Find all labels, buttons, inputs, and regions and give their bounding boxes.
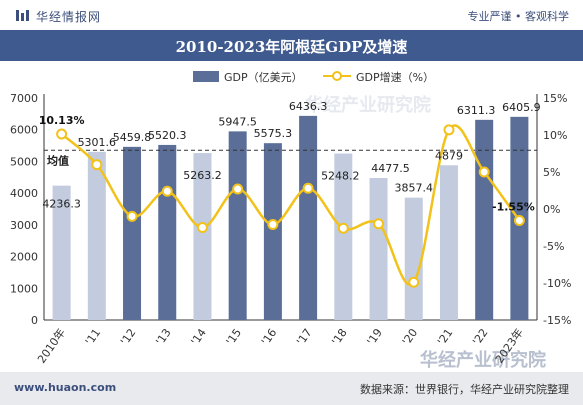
x-tick-label: '11: [83, 326, 103, 347]
bar-value-label: 4477.5: [371, 162, 410, 175]
bar: [439, 165, 458, 320]
bar-value-label: 6405.9: [502, 101, 541, 114]
bar-value-label: 4879: [435, 149, 463, 162]
x-tick-label: '15: [224, 326, 244, 347]
bar: [299, 115, 318, 320]
bar-value-label: 4236.3: [42, 198, 81, 211]
growth-point: [267, 219, 279, 231]
legend-bar-label: GDP（亿美元）: [224, 71, 303, 84]
growth-point: [443, 124, 455, 136]
bar: [404, 197, 423, 320]
bar: [369, 177, 388, 320]
left-tick-label: 3000: [10, 219, 38, 232]
x-tick-label: '14: [189, 326, 209, 347]
growth-point: [373, 218, 385, 230]
x-tick-label: '20: [400, 326, 420, 347]
watermark-text: 华经产业研究院: [305, 94, 431, 116]
bar-value-label: 5947.5: [218, 115, 257, 128]
top-bar: 华经情报网 专业严谨 • 客观科学: [0, 0, 583, 30]
bar-value-label: 5520.3: [148, 129, 187, 142]
x-tick-label: 2010年: [34, 326, 68, 366]
x-tick-label: '19: [365, 326, 385, 347]
title-bar: [0, 30, 583, 61]
logo-text: 华经情报网: [36, 10, 102, 24]
growth-point: [56, 128, 68, 140]
bar: [263, 143, 282, 320]
right-tick-label: -15%: [543, 314, 571, 327]
left-tick-label: 6000: [10, 124, 38, 137]
bar: [193, 153, 212, 320]
right-tick-label: 10%: [543, 129, 567, 142]
x-tick-label: '12: [118, 326, 138, 347]
chart: GDP（亿美元） GDP增速（%） 0 1000 2000 3000 4000 5000 600…: [10, 70, 571, 371]
watermark-text: 华经产业研究院: [420, 349, 546, 371]
legend-line-marker: [332, 71, 342, 81]
right-tick-label: -5%: [543, 240, 564, 253]
logo-icon: [16, 10, 29, 21]
bar-value-label: 6436.3: [289, 100, 328, 113]
bar-value-label: 5575.3: [254, 127, 293, 140]
growth-point: [232, 183, 244, 195]
chart-title: 2010-2023年阿根廷GDP及增速: [175, 38, 408, 56]
growth-point: [161, 185, 173, 197]
legend-bar-swatch: [193, 71, 219, 82]
right-tick-label: -10%: [543, 277, 571, 290]
bar-value-label: 5459.8: [113, 131, 152, 144]
bar-value-label: 5263.2: [183, 169, 222, 182]
left-tick-label: 0: [31, 314, 38, 327]
growth-point: [91, 159, 103, 171]
average-line-label: 均值: [47, 153, 69, 167]
bar-value-label: 5248.2: [321, 170, 360, 183]
growth-point: [196, 222, 208, 233]
x-tick-label: '18: [329, 326, 349, 347]
right-tick-label: 5%: [543, 166, 560, 179]
footer-bar: [0, 372, 583, 405]
bar-value-label: 6311.3: [457, 104, 496, 117]
left-tick-label: 4000: [10, 187, 38, 200]
bar: [475, 119, 494, 320]
growth-value-label: 10.13%: [39, 114, 85, 127]
bar: [334, 153, 353, 320]
bar-value-label: 3857.4: [395, 182, 434, 195]
growth-point: [478, 166, 490, 178]
bar: [158, 144, 177, 320]
x-tick-label: '13: [153, 326, 173, 347]
footer-source: 数据来源：世界银行，华经产业研究院整理: [360, 383, 569, 396]
left-tick-label: 7000: [10, 92, 38, 105]
footer-website: www.huaon.com: [14, 381, 117, 394]
bar-value-label: 5301.6: [78, 136, 117, 149]
growth-point: [126, 210, 138, 222]
legend-line-label: GDP增速（%）: [356, 70, 434, 84]
x-tick-label: '21: [435, 326, 455, 347]
bar: [228, 131, 247, 320]
x-tick-label: '16: [259, 326, 279, 347]
left-tick-label: 2000: [10, 251, 38, 264]
bar: [87, 151, 106, 320]
growth-point: [302, 182, 314, 194]
growth-value-label: -1.55%: [492, 200, 535, 213]
right-tick-label: 15%: [543, 92, 567, 105]
bar: [123, 146, 142, 320]
x-tick-label: '17: [294, 326, 314, 347]
growth-point: [337, 222, 349, 234]
growth-point: [513, 214, 525, 226]
growth-point: [408, 276, 420, 288]
right-tick-label: 0%: [543, 203, 560, 216]
left-tick-label: 5000: [10, 155, 38, 168]
x-tick-label: '22: [470, 326, 490, 347]
tagline: 专业严谨 • 客观科学: [467, 10, 569, 23]
left-tick-label: 1000: [10, 282, 38, 295]
bar: [52, 185, 71, 320]
